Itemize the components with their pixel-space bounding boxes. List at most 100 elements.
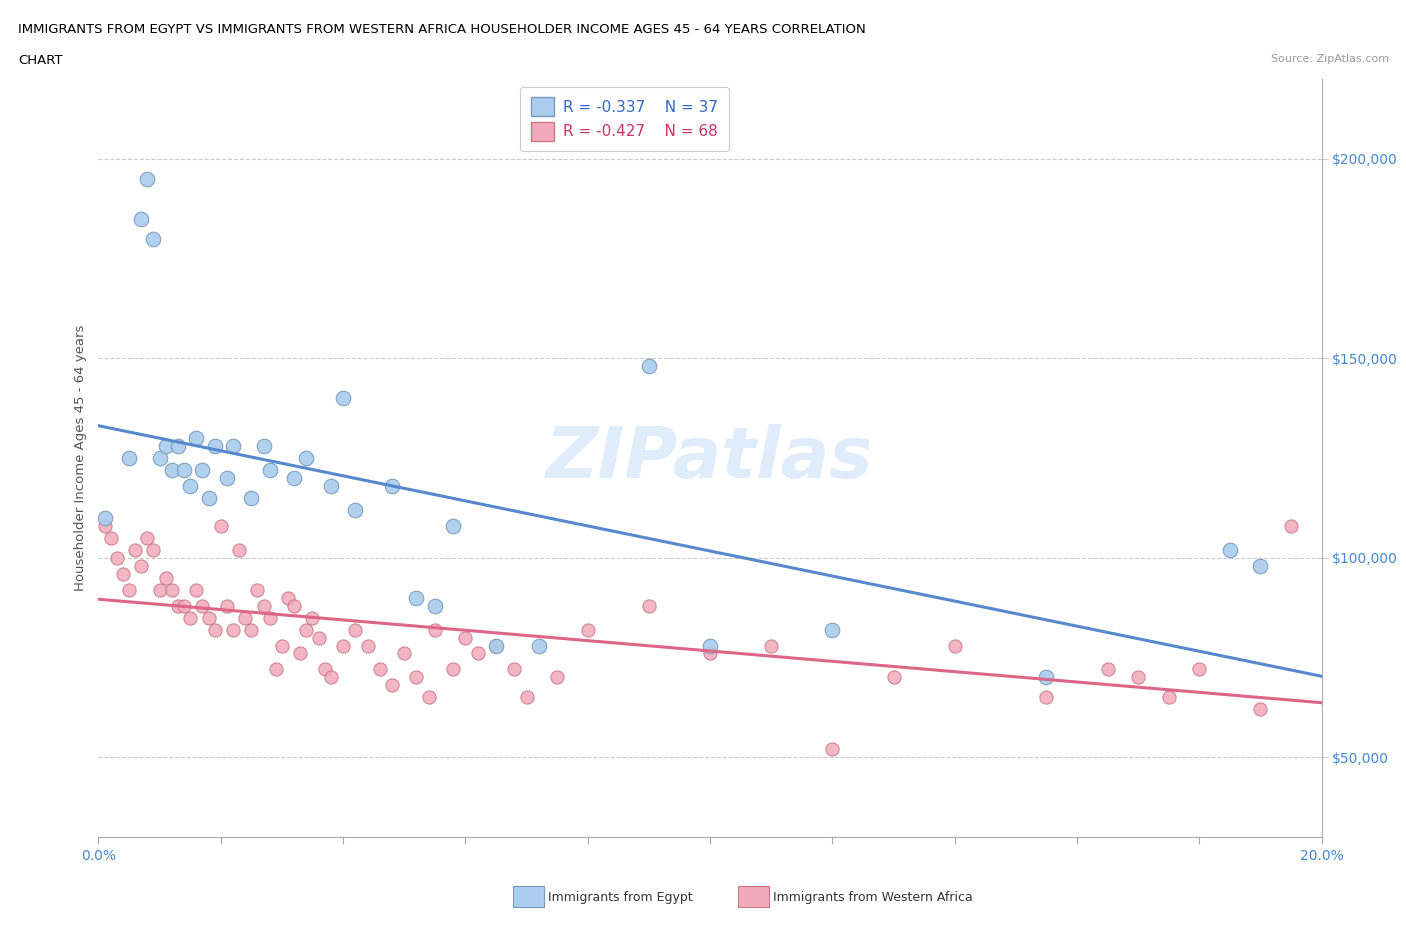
Point xyxy=(204,622,226,637)
Point xyxy=(240,622,263,637)
Point xyxy=(467,646,489,661)
Legend: R = -0.337    N = 37, R = -0.427    N = 68: R = -0.337 N = 37, R = -0.427 N = 68 xyxy=(520,86,728,152)
Point xyxy=(295,622,318,637)
Text: IMMIGRANTS FROM EGYPT VS IMMIGRANTS FROM WESTERN AFRICA HOUSEHOLDER INCOME AGES : IMMIGRANTS FROM EGYPT VS IMMIGRANTS FROM… xyxy=(18,23,866,36)
Point xyxy=(485,638,508,653)
Point xyxy=(197,610,219,625)
Point xyxy=(173,462,195,477)
Point xyxy=(252,439,274,454)
Point xyxy=(290,646,312,661)
Point xyxy=(821,742,844,757)
Point xyxy=(943,638,966,653)
Point xyxy=(233,610,256,625)
Point xyxy=(215,598,238,613)
Point xyxy=(197,490,219,505)
Point xyxy=(344,622,367,637)
Point xyxy=(228,542,250,557)
Point xyxy=(167,598,190,613)
Point xyxy=(503,662,526,677)
Point xyxy=(155,570,177,585)
Point xyxy=(418,690,440,705)
Point xyxy=(405,591,427,605)
Point xyxy=(252,598,274,613)
Point xyxy=(222,439,245,454)
Point xyxy=(319,479,342,494)
Point xyxy=(100,530,122,545)
Point xyxy=(1188,662,1211,677)
Point xyxy=(381,479,404,494)
Point xyxy=(167,439,190,454)
Point xyxy=(240,490,263,505)
Point xyxy=(179,479,201,494)
Point xyxy=(1219,542,1241,557)
Point xyxy=(186,431,208,445)
Point xyxy=(821,622,844,637)
Point xyxy=(129,211,152,226)
Point xyxy=(111,566,134,581)
Point xyxy=(160,462,183,477)
Point xyxy=(637,598,661,613)
Point xyxy=(314,662,336,677)
Point xyxy=(191,598,214,613)
Point xyxy=(332,391,354,405)
Point xyxy=(1097,662,1119,677)
Point xyxy=(215,471,238,485)
Point xyxy=(356,638,378,653)
Point xyxy=(105,551,128,565)
Point xyxy=(1035,690,1057,705)
Point xyxy=(368,662,391,677)
Point xyxy=(186,582,208,597)
Point xyxy=(1279,518,1302,533)
Point xyxy=(149,451,172,466)
Point xyxy=(516,690,538,705)
Point xyxy=(149,582,172,597)
Point xyxy=(423,598,446,613)
Text: Immigrants from Egypt: Immigrants from Egypt xyxy=(548,891,693,904)
Point xyxy=(222,622,245,637)
Point xyxy=(173,598,195,613)
Point xyxy=(637,359,661,374)
Point xyxy=(699,638,721,653)
Point xyxy=(283,471,305,485)
Point xyxy=(283,598,305,613)
Point xyxy=(264,662,287,677)
Point xyxy=(93,511,115,525)
Point xyxy=(1035,670,1057,684)
Point xyxy=(246,582,269,597)
Point xyxy=(142,232,165,246)
Point xyxy=(441,518,464,533)
Point xyxy=(423,622,446,637)
Point xyxy=(295,451,318,466)
Point xyxy=(136,530,159,545)
Point xyxy=(129,558,152,573)
Point xyxy=(270,638,292,653)
Point xyxy=(405,670,427,684)
Point xyxy=(136,171,159,186)
Point xyxy=(546,670,568,684)
Point xyxy=(1128,670,1150,684)
Point xyxy=(441,662,464,677)
Point xyxy=(209,518,232,533)
Point xyxy=(308,631,330,645)
Point xyxy=(301,610,323,625)
Point xyxy=(259,462,281,477)
Point xyxy=(485,638,508,653)
Point xyxy=(160,582,183,597)
Point xyxy=(1157,690,1180,705)
Point xyxy=(259,610,281,625)
Point xyxy=(332,638,354,653)
Point xyxy=(527,638,550,653)
Point xyxy=(576,622,599,637)
Point xyxy=(142,542,165,557)
Point xyxy=(883,670,905,684)
Y-axis label: Householder Income Ages 45 - 64 years: Householder Income Ages 45 - 64 years xyxy=(75,325,87,591)
Point xyxy=(118,582,141,597)
Point xyxy=(1249,558,1271,573)
Point xyxy=(155,439,177,454)
Point xyxy=(344,502,367,517)
Text: Source: ZipAtlas.com: Source: ZipAtlas.com xyxy=(1271,54,1389,64)
Point xyxy=(179,610,201,625)
Point xyxy=(392,646,416,661)
Point xyxy=(277,591,299,605)
Point xyxy=(124,542,146,557)
